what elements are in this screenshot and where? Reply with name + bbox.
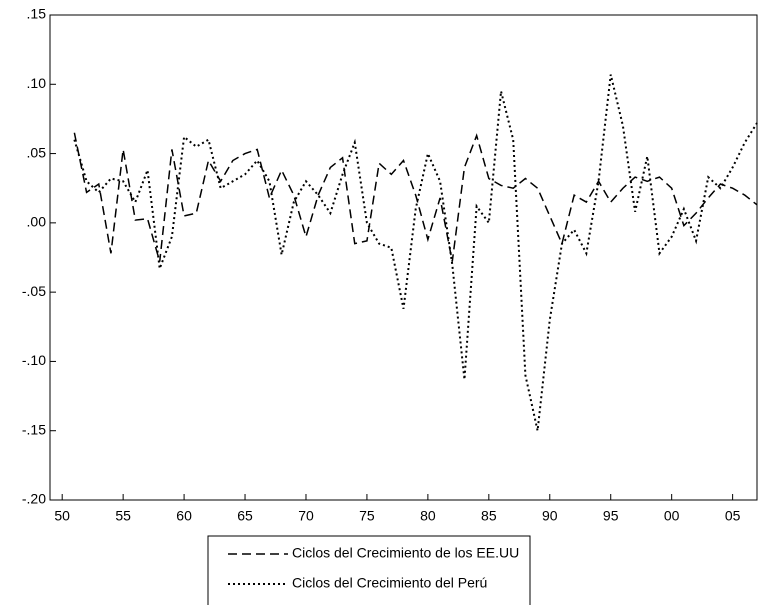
y-tick-label: .00: [27, 214, 47, 230]
legend-label: Ciclos del Crecimiento del Perú: [292, 575, 487, 591]
y-tick-label: .15: [27, 6, 47, 22]
x-tick-label: 95: [603, 508, 619, 524]
x-tick-label: 85: [481, 508, 497, 524]
y-tick-label: .05: [27, 144, 47, 160]
y-tick-label: .10: [27, 75, 47, 91]
legend-box: [207, 535, 531, 605]
line-series: [73, 74, 758, 431]
x-tick-label: 65: [237, 508, 253, 524]
legend-label: Ciclos del Crecimiento de los EE.UU: [292, 545, 519, 561]
x-tick-label: 55: [115, 508, 131, 524]
x-tick-label: 80: [420, 508, 436, 524]
x-tick-label: 60: [176, 508, 192, 524]
plot-frame: [49, 14, 758, 501]
x-tick-label: 00: [664, 508, 680, 524]
y-tick-label: -.05: [22, 283, 46, 299]
x-tick-label: 05: [725, 508, 741, 524]
y-tick-label: -.10: [22, 352, 46, 368]
y-tick-label: -.20: [22, 491, 46, 507]
x-tick-label: 50: [54, 508, 70, 524]
x-tick-label: 75: [359, 508, 375, 524]
x-tick-label: 70: [298, 508, 314, 524]
y-tick-label: -.15: [22, 421, 46, 437]
x-tick-label: 90: [542, 508, 558, 524]
line-series: [73, 132, 758, 262]
